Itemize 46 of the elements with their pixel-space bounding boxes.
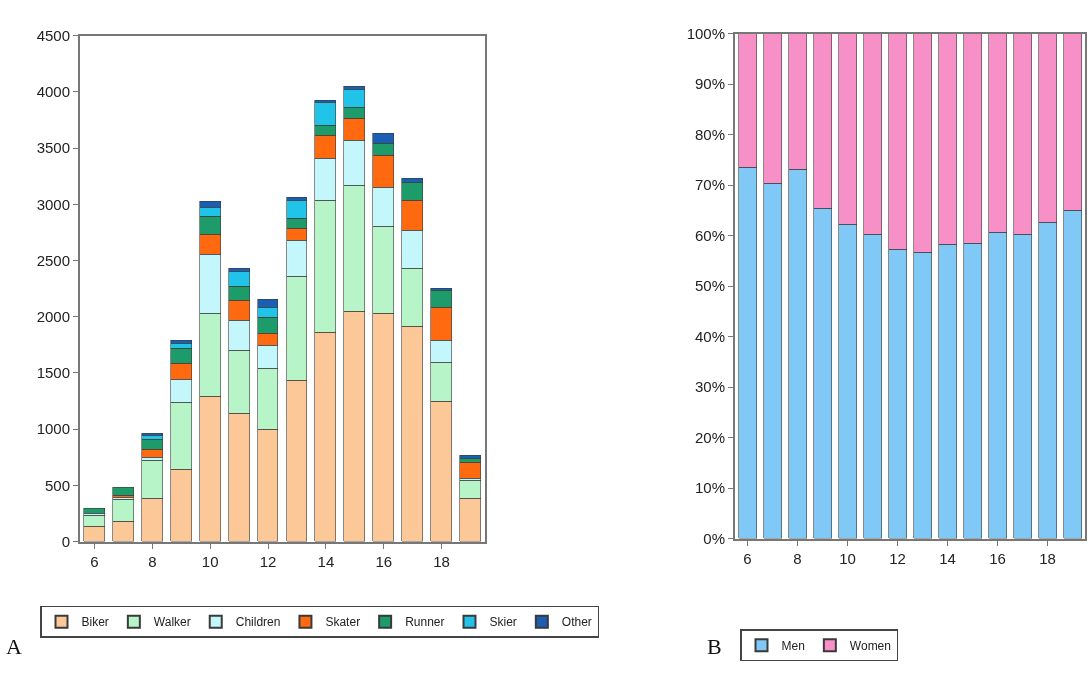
legend-label: Women <box>849 639 891 653</box>
legend-label: Children <box>235 615 281 630</box>
y-tick-label: 90% <box>694 75 725 93</box>
x-tick-label: 16 <box>375 552 393 570</box>
x-tick-label: 12 <box>259 552 277 570</box>
legend-label: Men <box>781 639 805 653</box>
x-tick-label: 6 <box>743 549 752 567</box>
x-tick-label: 8 <box>148 552 157 570</box>
x-tick-label: 10 <box>839 549 856 567</box>
y-tick-label: 70% <box>694 176 725 194</box>
x-tick-label: 12 <box>889 549 906 567</box>
text: A <box>6 634 22 659</box>
y-tick-label: 1500 <box>36 364 70 382</box>
x-tick-label: 14 <box>317 552 335 570</box>
x-tick-label: 18 <box>433 552 450 570</box>
legend-label: Walker <box>153 615 191 630</box>
y-tick-label: 500 <box>44 476 70 494</box>
y-tick-label: 20% <box>694 428 725 446</box>
legend-label: Runner <box>405 615 445 630</box>
y-tick-label: 3000 <box>36 195 70 213</box>
y-tick-label: 0% <box>703 529 725 547</box>
y-tick-label: 4500 <box>36 26 70 44</box>
y-tick-label: 3500 <box>36 139 70 157</box>
y-tick-label: 30% <box>694 378 725 396</box>
y-tick-label: 1000 <box>36 420 70 438</box>
legend-label: Skater <box>325 615 361 630</box>
legend-label: Skier <box>489 615 517 630</box>
y-tick-label: 80% <box>694 125 725 143</box>
x-tick-label: 10 <box>201 552 219 570</box>
legend-label: Other <box>561 615 592 630</box>
legend-label: Biker <box>81 615 109 630</box>
y-tick-label: 40% <box>694 327 725 345</box>
x-tick-label: 6 <box>90 552 99 570</box>
y-tick-label: 2500 <box>36 251 70 269</box>
y-tick-label: 60% <box>694 226 725 244</box>
y-tick-label: 50% <box>694 277 725 295</box>
x-tick-label: 14 <box>939 549 956 567</box>
x-tick-label: 8 <box>793 549 802 567</box>
y-tick-label: 4000 <box>36 83 70 101</box>
x-tick-label: 18 <box>1039 549 1056 567</box>
x-tick-label: 16 <box>989 549 1006 567</box>
y-tick-label: 0 <box>61 532 70 550</box>
text: B <box>707 634 722 659</box>
y-tick-label: 10% <box>694 479 725 497</box>
y-tick-label: 2000 <box>36 308 70 326</box>
y-tick-label: 100% <box>686 24 725 42</box>
